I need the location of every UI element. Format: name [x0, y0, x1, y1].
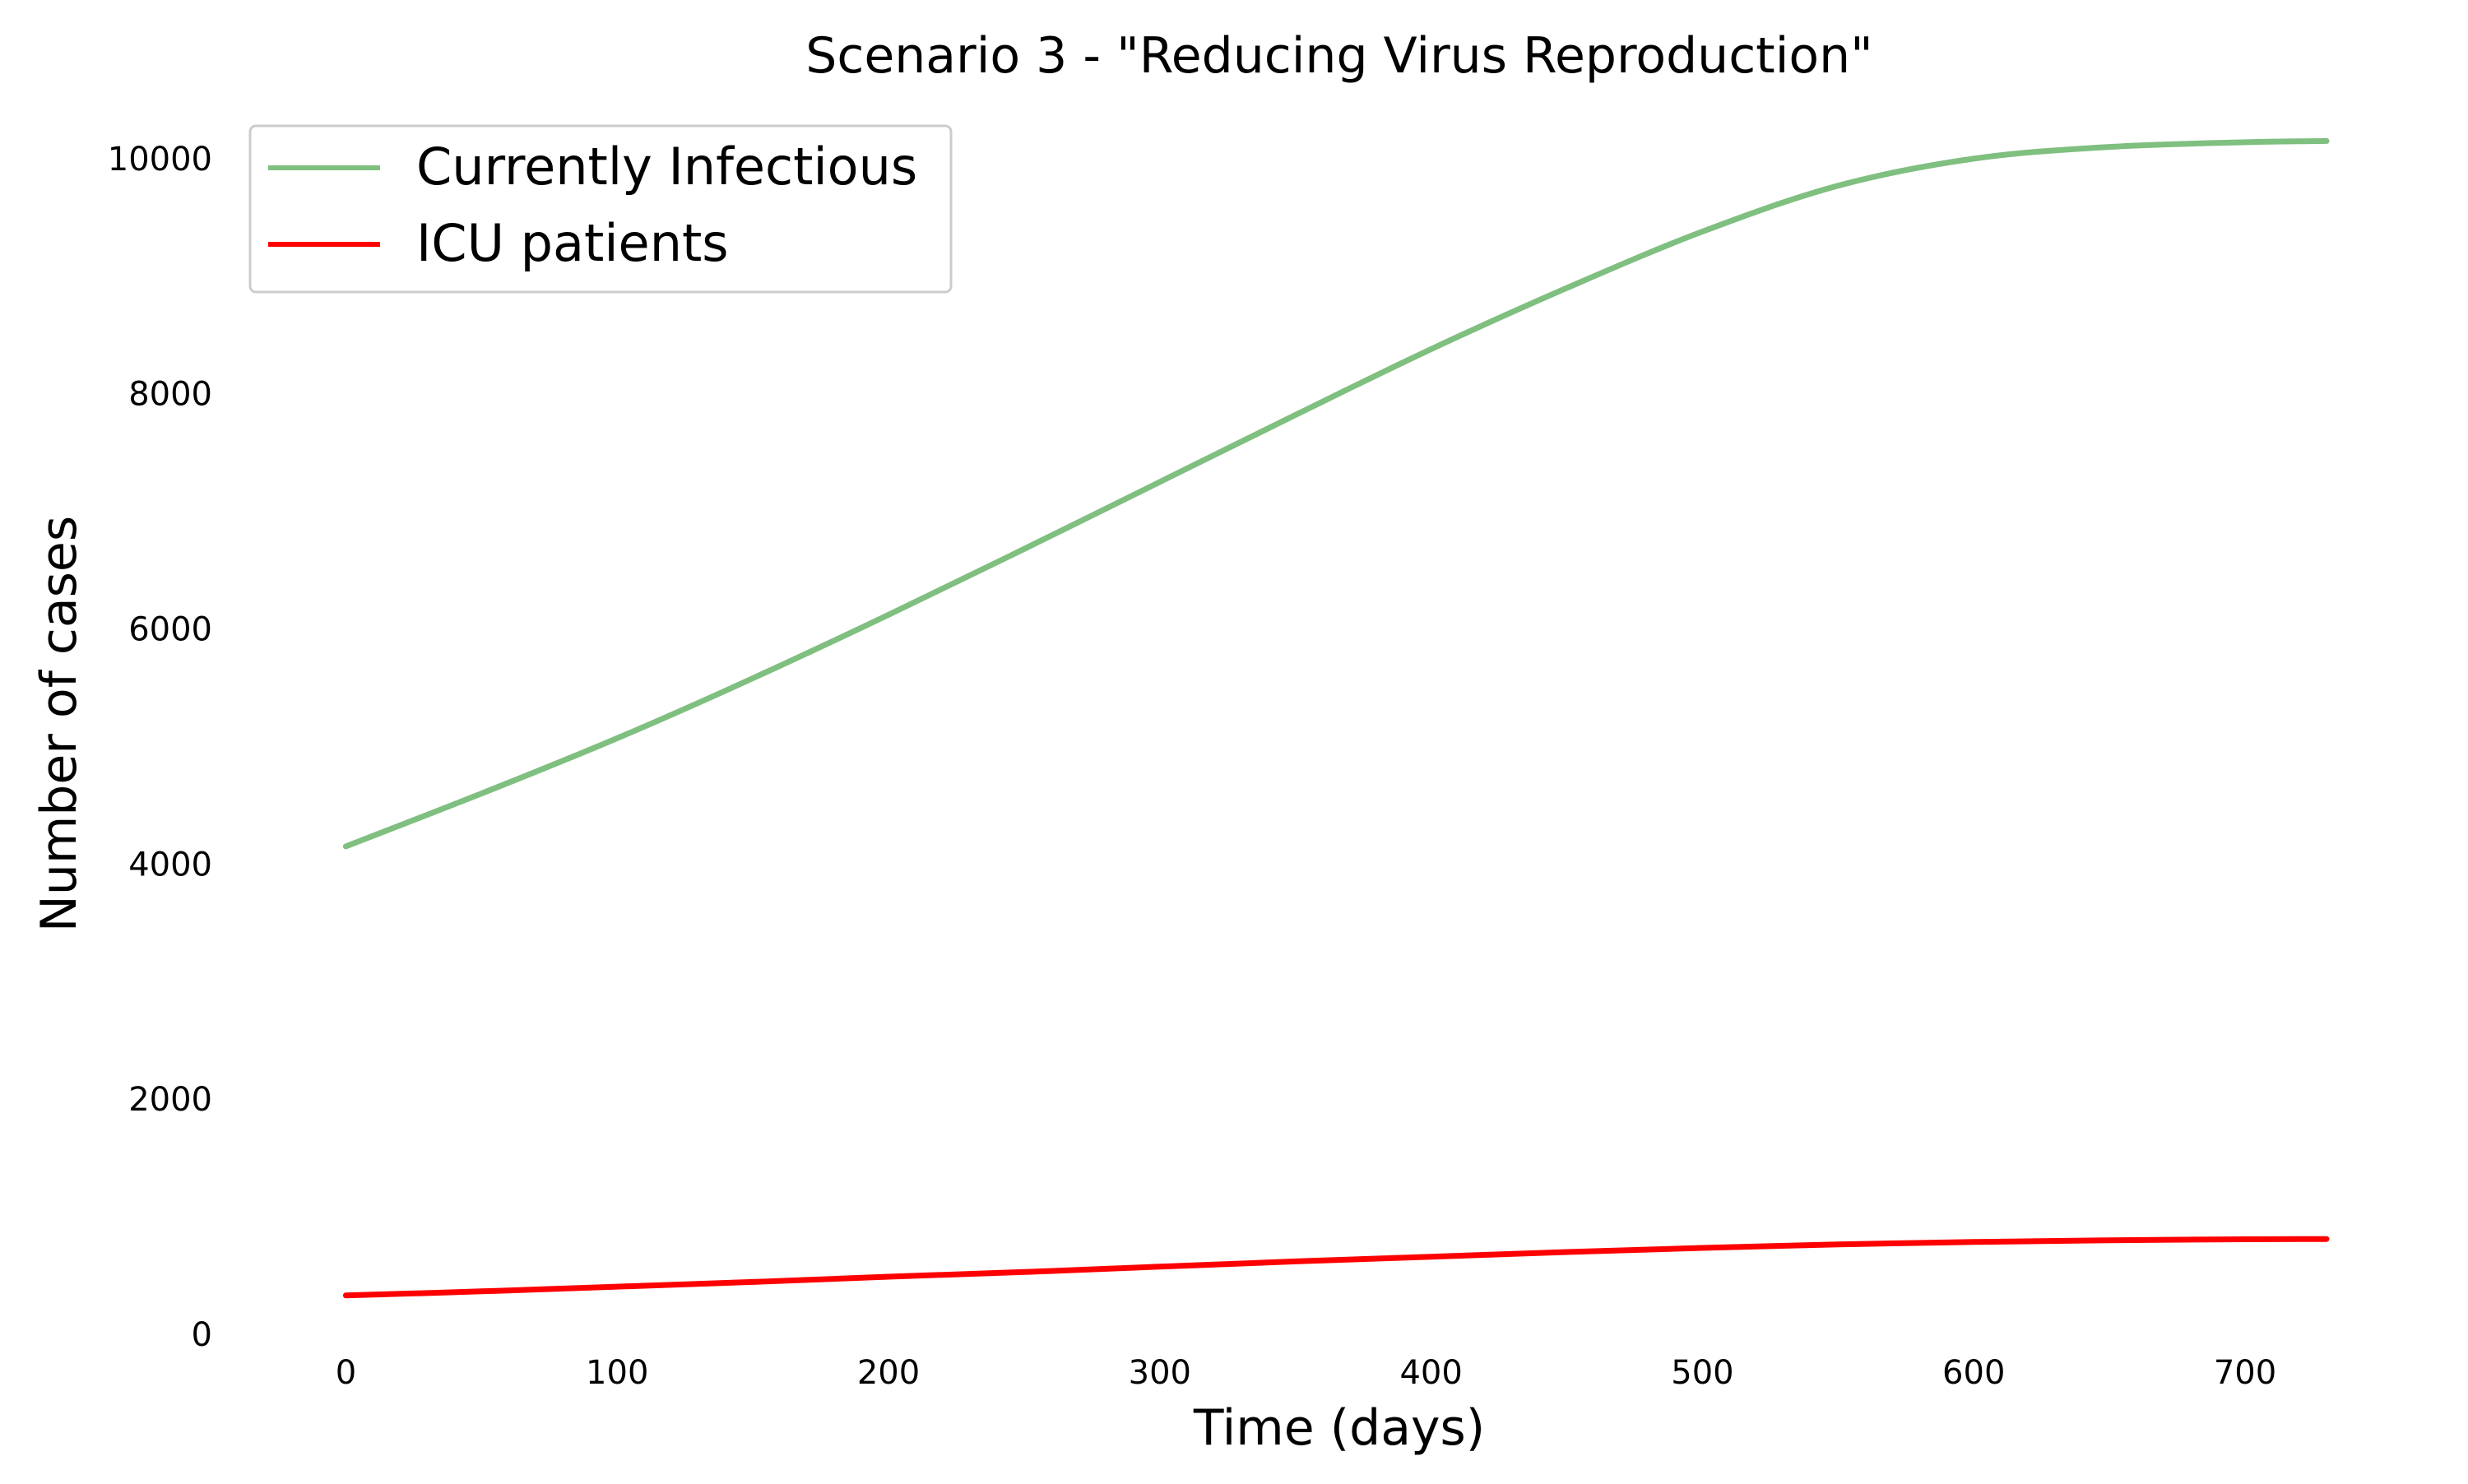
x-tick-label: 0	[336, 1354, 356, 1392]
series-line-icu-patients	[342, 1236, 2330, 1299]
x-tick-label: 600	[1942, 1354, 2005, 1392]
y-tick-labels: 0 2000 4000 6000 8000 10000	[108, 141, 212, 1354]
x-tick-label: 500	[1671, 1354, 1733, 1392]
y-tick-label: 2000	[128, 1081, 212, 1119]
x-tick-labels: 0 100 200 300 400 500 600 700	[336, 1354, 2277, 1392]
legend-box	[248, 124, 953, 294]
legend-label-currently-infectious: Currently Infectious	[416, 137, 917, 197]
series-line-currently-infectious	[342, 137, 2330, 850]
y-tick-label: 4000	[128, 846, 212, 883]
chart-title: Scenario 3 - "Reducing Virus Reproductio…	[805, 27, 1872, 85]
x-tick-label: 700	[2214, 1354, 2276, 1392]
y-tick-label: 6000	[128, 611, 212, 649]
x-tick-label: 200	[857, 1354, 920, 1392]
y-tick-label: 0	[192, 1316, 212, 1354]
x-tick-label: 100	[586, 1354, 648, 1392]
x-tick-label: 300	[1129, 1354, 1191, 1392]
x-axis-label: Time (days)	[1193, 1399, 1485, 1457]
series-lines	[342, 137, 2330, 1299]
y-tick-label: 8000	[128, 376, 212, 414]
y-tick-label: 10000	[108, 141, 212, 179]
legend-label-icu-patients: ICU patients	[416, 213, 729, 273]
legend: Currently Infectious ICU patients	[248, 124, 953, 294]
x-tick-label: 400	[1399, 1354, 1462, 1392]
y-axis-label: Number of cases	[30, 516, 88, 932]
